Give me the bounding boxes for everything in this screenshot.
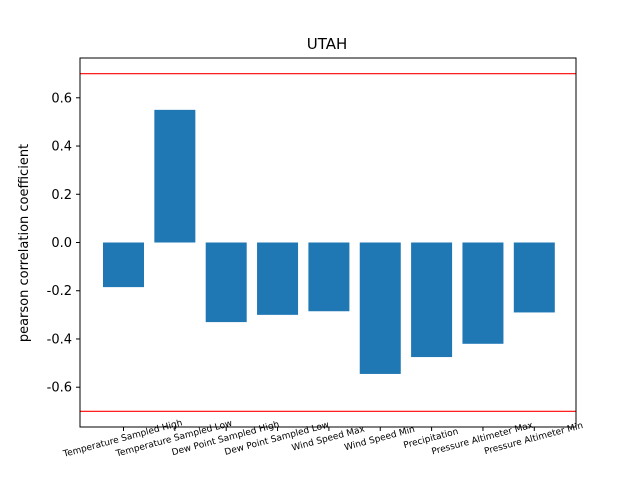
- bar-3: [257, 242, 299, 315]
- y-tick-label-2: -0.2: [47, 284, 72, 299]
- bars: [103, 109, 555, 374]
- bar-6: [411, 242, 453, 358]
- y-axis-ticks: -0.6 -0.4 -0.2 0.0 0.2 0.4 0.6: [47, 91, 80, 396]
- bar-1: [154, 109, 196, 243]
- bar-5: [359, 242, 401, 374]
- y-axis-label: pearson correlation coefficient: [17, 144, 32, 342]
- bar-2: [205, 242, 247, 323]
- plot-frame: [79, 57, 577, 428]
- y-tick-label-4: 0.2: [51, 188, 72, 203]
- bar-8: [513, 242, 555, 313]
- reference-lines: [80, 73, 576, 412]
- chart-title: UTAH: [307, 35, 348, 53]
- y-tick-label-5: 0.4: [51, 140, 72, 155]
- y-tick-label-6: 0.6: [51, 91, 72, 106]
- bar-4: [308, 242, 350, 312]
- bar-7: [462, 242, 504, 344]
- y-tick-label-3: 0.0: [51, 236, 72, 251]
- y-tick-label-1: -0.4: [47, 332, 72, 347]
- y-tick-label-0: -0.6: [47, 381, 72, 396]
- bar-0: [103, 242, 144, 288]
